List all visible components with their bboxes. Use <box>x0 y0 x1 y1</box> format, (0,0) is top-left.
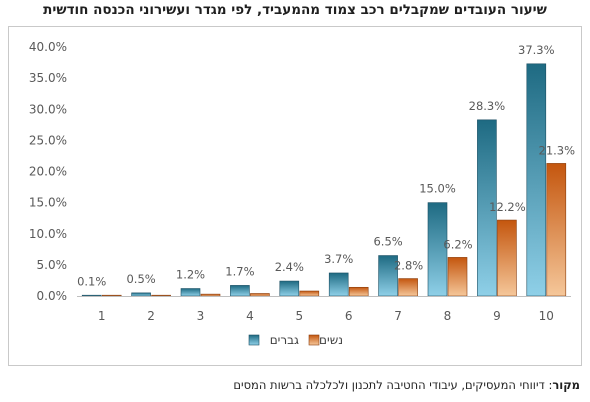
bar-women <box>299 290 320 297</box>
chart-frame: 0.0% 5.0% 10.0% 15.0% 20.0% 25.0% 30.0% 35.0% 40… <box>8 26 582 366</box>
x-tick-label: 7 <box>394 309 402 323</box>
data-label-men: 6.5% <box>373 235 402 249</box>
source-label: מקור <box>552 378 580 392</box>
data-label-men: 2.4% <box>275 260 304 274</box>
bar-men <box>81 294 102 297</box>
legend: גברים נשים <box>248 333 343 347</box>
data-label-men: 1.2% <box>176 268 205 282</box>
x-tick-label: 6 <box>345 309 353 323</box>
data-label-women: 12.2% <box>489 200 526 214</box>
bar-women <box>101 294 122 297</box>
bar-women <box>398 278 418 297</box>
x-tick-label: 1 <box>98 309 106 323</box>
bar-women <box>546 163 567 297</box>
y-tick-label: 35.0% <box>29 71 67 85</box>
data-label-women: 21.3% <box>539 143 576 157</box>
y-tick-label: 30.0% <box>29 102 67 116</box>
y-axis-tick-labels: 0.0% 5.0% 10.0% 15.0% 20.0% 25.0% 30.0% 35.0% 40… <box>29 40 67 303</box>
bar-men <box>131 292 151 297</box>
bar-men <box>526 63 547 297</box>
y-tick-label: 10.0% <box>29 227 67 241</box>
y-tick-label: 5.0% <box>37 258 68 272</box>
data-label-men: 0.1% <box>77 274 106 288</box>
x-axis-tick-labels: 1 2 3 4 5 6 7 8 9 10 <box>98 309 554 323</box>
x-tick-label: 5 <box>295 309 303 323</box>
y-tick-label: 25.0% <box>29 133 67 147</box>
x-tick-label: 4 <box>246 309 254 323</box>
data-label-men: 0.5% <box>126 272 155 286</box>
bar-women <box>200 293 221 297</box>
source-separator: : <box>544 378 553 392</box>
bar-women <box>250 293 270 297</box>
bar-men <box>279 280 300 297</box>
x-tick-label: 9 <box>493 309 501 323</box>
bar-women <box>348 286 369 297</box>
data-label-women: 2.8% <box>394 259 423 273</box>
chart-title: שיעור העובדים שמקבלים רכב צמוד מהמעביד, … <box>43 2 547 18</box>
bar-men <box>180 288 201 297</box>
source-text: דיווחי המעסיקים, עיבודי החטיבה לתכנון ול… <box>233 378 545 392</box>
legend-swatch-women <box>308 334 320 346</box>
bar-men <box>230 285 250 297</box>
bar-women <box>447 257 468 297</box>
y-tick-label: 40.0% <box>29 40 67 54</box>
y-tick-label: 15.0% <box>29 196 67 210</box>
x-tick-label: 8 <box>444 309 452 323</box>
data-label-men: 28.3% <box>469 99 506 113</box>
x-tick-label: 2 <box>147 309 155 323</box>
x-tick-label: 3 <box>197 309 205 323</box>
data-labels: 0.1% 0.5% 1.2% 1.7% 2.4% 3.7% 6.5% 2.8% 15.0% 6.2… <box>77 43 575 289</box>
data-label-men: 37.3% <box>518 43 555 57</box>
y-tick-label: 0.0% <box>37 289 68 303</box>
x-tick-label: 10 <box>539 309 554 323</box>
legend-swatch-men <box>248 334 260 346</box>
bar-women <box>151 294 171 297</box>
data-label-women: 6.2% <box>443 237 472 251</box>
data-label-men: 1.7% <box>225 264 254 278</box>
bar-chart: 0.0%5.0%10.0%15.0%20.0%25.0%30.0%35.0%40… <box>29 40 575 347</box>
legend-label-women: נשים <box>319 333 343 347</box>
bars <box>81 63 567 297</box>
legend-label-men: גברים <box>270 333 299 347</box>
data-label-men: 3.7% <box>324 252 353 266</box>
bar-men <box>328 272 349 297</box>
source-note: מקור: דיווחי המעסיקים, עיבודי החטיבה לתכ… <box>233 378 580 392</box>
data-label-men: 15.0% <box>419 182 456 196</box>
bar-women <box>497 219 517 297</box>
y-tick-label: 20.0% <box>29 165 67 179</box>
